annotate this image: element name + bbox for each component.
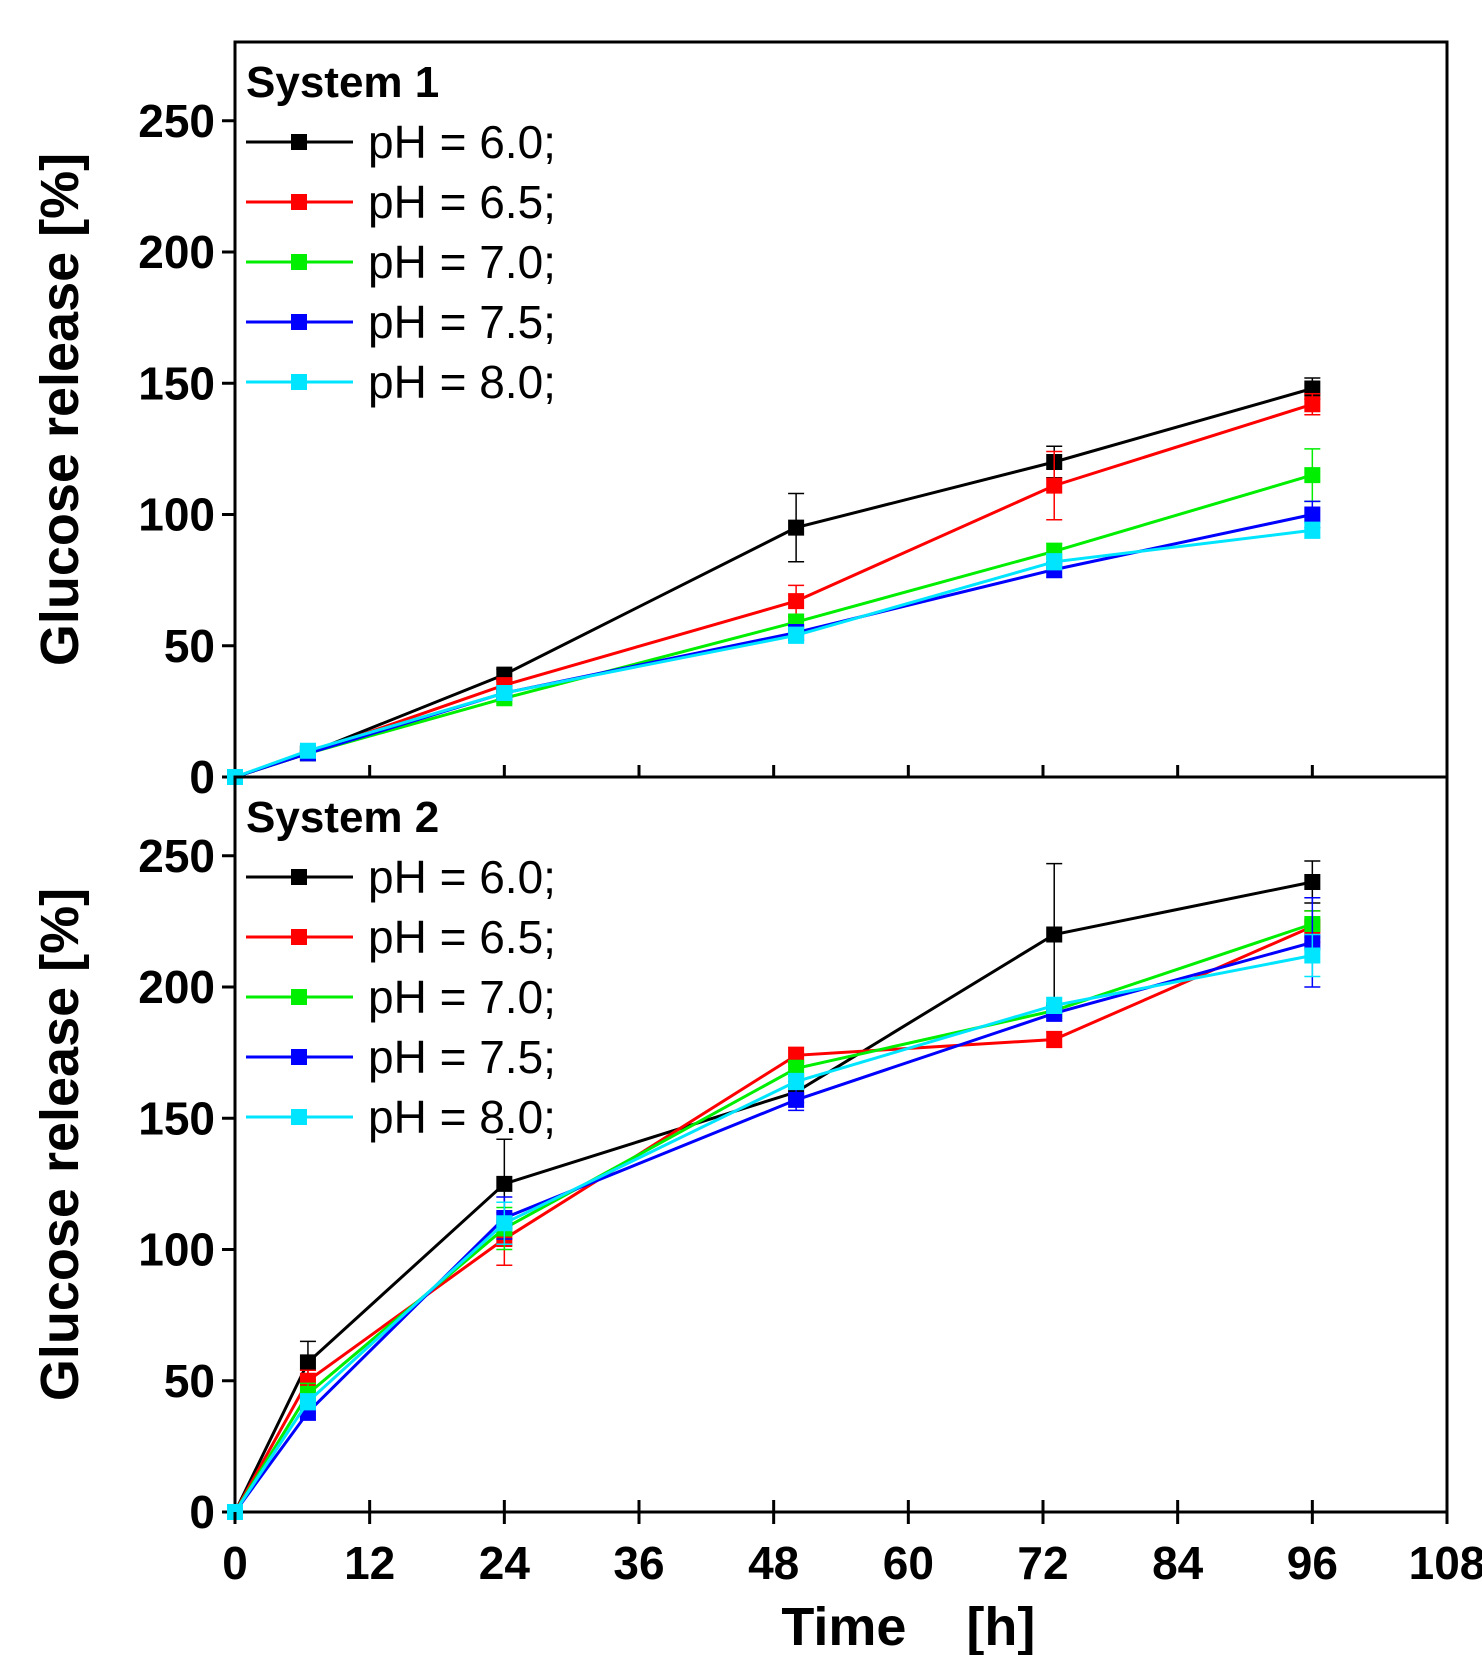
data-point — [1046, 997, 1063, 1014]
legend-label: pH = 8.0; — [368, 356, 556, 408]
y-tick-label: 150 — [138, 357, 215, 409]
data-point — [1304, 522, 1321, 539]
y-tick-label: 150 — [138, 1092, 215, 1144]
data-point — [788, 1047, 805, 1064]
data-point — [1304, 467, 1321, 484]
legend-label: pH = 7.0; — [368, 971, 556, 1023]
x-tick-label: 108 — [1409, 1537, 1482, 1589]
legend-marker — [291, 134, 307, 150]
data-point — [1304, 947, 1321, 964]
series-line — [233, 940, 1313, 1513]
x-tick-label: 12 — [344, 1537, 395, 1589]
series-4 — [227, 521, 1321, 785]
data-point — [496, 1215, 513, 1232]
series-3 — [227, 500, 1321, 785]
legend-label: pH = 6.5; — [368, 176, 556, 228]
legend-label: pH = 6.0; — [368, 851, 556, 903]
legend-label: pH = 7.0; — [368, 236, 556, 288]
series-line — [234, 513, 1313, 779]
data-point — [299, 1372, 316, 1389]
x-tick-label: 24 — [479, 1537, 531, 1589]
y-tick-label: 200 — [138, 226, 215, 278]
x-tick-label: 36 — [613, 1537, 664, 1589]
data-point — [788, 627, 805, 644]
y-tick-label: 0 — [189, 751, 215, 803]
panel-title: System 2 — [246, 793, 439, 842]
legend-label: pH = 7.5; — [368, 1031, 556, 1083]
x-tick-label: 60 — [883, 1537, 934, 1589]
legend-label: pH = 6.5; — [368, 911, 556, 963]
data-point — [1304, 396, 1321, 413]
data-point — [1304, 380, 1321, 397]
panel-system-1: 0 50 100 150 200 250 Glucose release [%] System… — [30, 40, 1449, 803]
data-point — [788, 1073, 805, 1090]
series-line — [234, 473, 1313, 779]
y-tick-label: 50 — [164, 620, 215, 672]
data-point — [1046, 1031, 1063, 1048]
data-point — [1046, 553, 1063, 570]
data-point — [788, 593, 805, 610]
data-point — [788, 519, 805, 536]
y-tick-label: 250 — [138, 95, 215, 147]
y-tick-label: 100 — [138, 489, 215, 541]
legend-label: pH = 7.5; — [368, 296, 556, 348]
data-point — [299, 1393, 316, 1410]
data-point — [1046, 926, 1063, 943]
y-tick-label: 250 — [138, 830, 215, 882]
plot-frame — [233, 775, 1449, 1514]
x-tick-label: 96 — [1287, 1537, 1338, 1589]
legend: pH = 6.0; pH = 6.5; pH = 7.0; pH = 7.5; pH =… — [246, 851, 556, 1143]
data-point — [788, 1060, 805, 1077]
y-axis-title: Glucose release [%] — [30, 153, 90, 666]
series-line — [234, 387, 1313, 779]
data-point — [788, 1091, 805, 1108]
series-line — [233, 954, 1313, 1513]
legend-marker — [291, 254, 307, 270]
y-tick-label: 100 — [138, 1224, 215, 1276]
x-axis: 0 12 24 36 48 60 72 84 96 108 Time [h] — [222, 1512, 1482, 1655]
legend: pH = 6.0; pH = 6.5; pH = 7.0; pH = 7.5; pH =… — [246, 116, 556, 408]
legend-label: pH = 6.0; — [368, 116, 556, 168]
data-point — [496, 1175, 513, 1192]
panel-system-2: 0 50 100 150 200 250 Glucose release [%] System… — [30, 775, 1449, 1538]
data-point — [299, 1354, 316, 1371]
legend-marker — [291, 869, 307, 885]
x-tick-label: 48 — [748, 1537, 799, 1589]
legend-label: pH = 8.0; — [368, 1091, 556, 1143]
panel-title: System 1 — [246, 58, 439, 107]
data-point — [496, 685, 513, 701]
x-tick-label: 84 — [1152, 1537, 1204, 1589]
y-tick-label: 0 — [189, 1486, 215, 1538]
y-tick-label: 50 — [164, 1355, 215, 1407]
legend-marker — [291, 929, 307, 945]
series-2 — [227, 448, 1321, 785]
y-axis-title: Glucose release [%] — [30, 888, 90, 1401]
legend-marker — [291, 374, 307, 390]
series-4 — [227, 933, 1321, 1520]
x-axis-title: Time [h] — [781, 1597, 1035, 1655]
data-point — [1046, 477, 1063, 494]
legend-marker — [291, 1109, 307, 1125]
x-tick-label: 72 — [1017, 1537, 1068, 1589]
x-tick-label: 0 — [222, 1537, 248, 1589]
data-point — [1304, 506, 1321, 523]
legend-marker — [291, 989, 307, 1005]
legend-marker — [291, 1049, 307, 1065]
legend-marker — [291, 194, 307, 210]
data-point — [1304, 874, 1321, 890]
series-line — [233, 880, 1313, 1513]
series-line — [234, 528, 1313, 779]
series-line — [234, 402, 1313, 779]
data-point — [299, 742, 316, 759]
y-tick-label: 200 — [138, 961, 215, 1013]
legend-marker — [291, 314, 307, 330]
